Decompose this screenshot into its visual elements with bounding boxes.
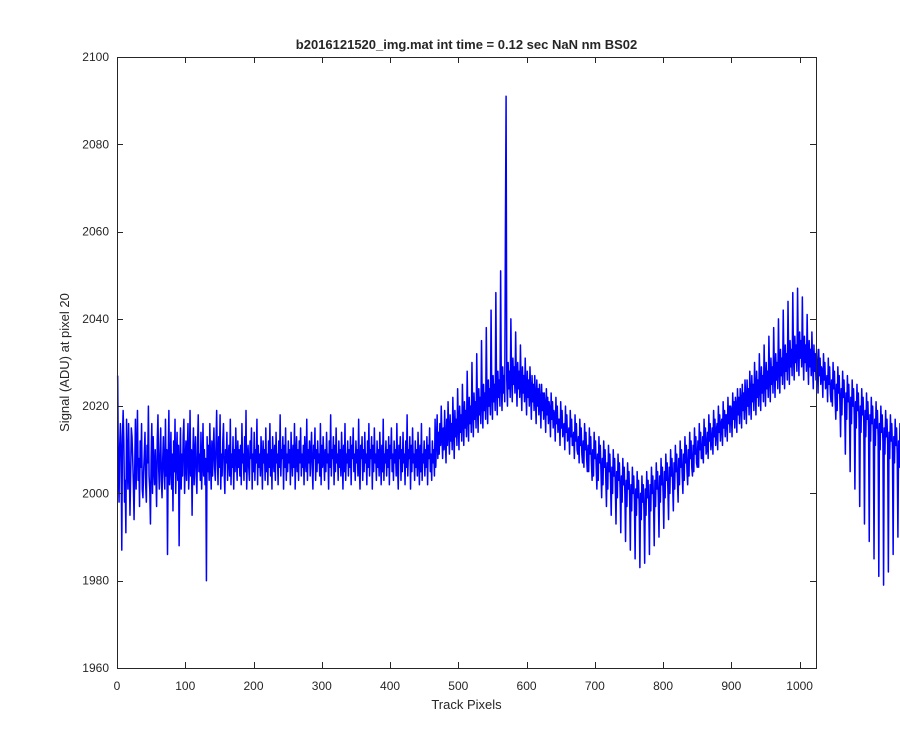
x-axis: 0 100 200 300 400 500 600 700 800 900 1000: [114, 57, 813, 693]
x-tick-label: 300: [312, 679, 332, 693]
plot-area: [117, 57, 816, 668]
y-axis: 1960 1980 2000 2020 2040 2060 2080 2100: [82, 50, 816, 675]
series-line-0: [116, 95, 900, 586]
y-tick-label: 2040: [82, 312, 109, 326]
y-tick-label: 2060: [82, 225, 109, 239]
y-tick-label: 2100: [82, 50, 109, 64]
x-tick-label: 1000: [786, 679, 813, 693]
y-tick-label: 2020: [82, 399, 109, 413]
x-tick-label: 0: [114, 679, 121, 693]
y-tick-label: 1960: [82, 661, 109, 675]
x-tick-label: 800: [653, 679, 673, 693]
y-axis-label: Signal (ADU) at pixel 20: [57, 293, 72, 432]
y-tick-label: 2000: [82, 486, 109, 500]
x-axis-label: Track Pixels: [431, 697, 502, 712]
x-tick-label: 900: [721, 679, 741, 693]
x-tick-label: 500: [448, 679, 468, 693]
x-tick-label: 400: [380, 679, 400, 693]
chart-title: b2016121520_img.mat int time = 0.12 sec …: [296, 37, 637, 52]
series-layer: [116, 95, 900, 586]
y-tick-label: 2080: [82, 137, 109, 151]
x-tick-label: 200: [244, 679, 264, 693]
x-tick-label: 700: [585, 679, 605, 693]
y-tick-label: 1980: [82, 574, 109, 588]
x-tick-label: 600: [517, 679, 537, 693]
x-tick-label: 100: [175, 679, 195, 693]
axes-box: [117, 57, 817, 669]
